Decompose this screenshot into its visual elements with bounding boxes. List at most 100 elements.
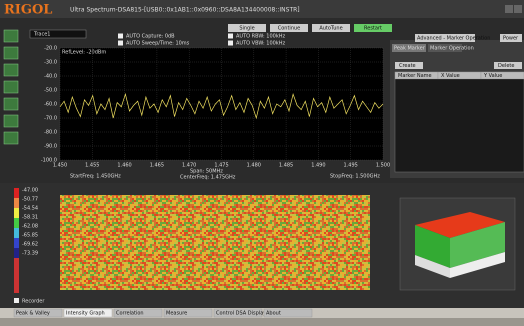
toolbar-button-label: AutoTune [319, 26, 342, 32]
column-header [480, 71, 524, 80]
x-tick-label: 1.455 [85, 163, 99, 169]
x-tick-label: 1.490 [311, 163, 325, 169]
colorbar-label: -50.77 [22, 197, 38, 203]
panel-tab-label: Marker Operation [430, 46, 474, 52]
mode-text: Trace1 [33, 32, 50, 38]
colorbar-segment [14, 198, 19, 208]
status-bar [0, 318, 524, 326]
logo: RIGOL [4, 3, 52, 18]
bottom-tab[interactable] [213, 308, 263, 318]
tool-icon[interactable] [3, 97, 19, 111]
bottom-tab[interactable] [63, 308, 113, 318]
recorder-label: Recorder [22, 299, 45, 305]
checkbox[interactable] [118, 33, 123, 39]
checkbox-label: AUTO Capture: 0dB [126, 34, 175, 40]
y-tick-label: -100.0 [41, 158, 57, 164]
power-label: Power [503, 36, 519, 42]
y-tick-label: -30.0 [44, 60, 57, 66]
checkbox[interactable] [228, 33, 233, 39]
bottom-tab[interactable] [163, 308, 213, 318]
bottom-tab[interactable] [13, 308, 63, 318]
bottom-tab[interactable] [113, 308, 163, 318]
panel-tab-label: Peak Marker [394, 46, 426, 52]
colorbar-label: -65.85 [22, 233, 38, 239]
x-tick-label: 1.485 [279, 163, 293, 169]
column-header-label: X Value [441, 73, 460, 79]
toolbar-button[interactable] [270, 24, 308, 32]
bottom-tab-label: Intensity Graph [66, 311, 105, 317]
y-tick-label: -20.0 [44, 46, 57, 52]
advanced-label: Advanced - Marker Operation [417, 36, 490, 42]
colorbar-segment [14, 188, 19, 198]
create-button[interactable] [395, 62, 423, 69]
title-bar [0, 0, 524, 18]
tool-icon[interactable] [3, 114, 19, 128]
colorbar-segment [14, 208, 19, 218]
checkbox-label: AUTO RBW: 100kHz [236, 34, 286, 40]
bottom-tab-label: Correlation [116, 311, 144, 317]
y-tick-label: -50.0 [44, 88, 57, 94]
x-tick-label: 1.500 [376, 163, 390, 169]
power-button[interactable] [500, 34, 522, 42]
tool-icon[interactable] [3, 63, 19, 77]
stop-freq: StopFreq: 1.500GHz [330, 174, 380, 180]
bottom-tab[interactable] [263, 308, 313, 318]
colorbar-label: -58.31 [22, 215, 38, 221]
panel-tab[interactable] [392, 44, 426, 52]
mode-dropdown[interactable] [29, 29, 87, 39]
start-freq: StartFreq: 1.450GHz [70, 174, 121, 180]
x-tick-label: 1.475 [214, 163, 228, 169]
column-header-label: Marker Name [398, 73, 432, 79]
x-tick-label: 1.480 [247, 163, 261, 169]
checkbox[interactable] [228, 40, 233, 46]
colorbar-segment [14, 238, 19, 248]
colorbar-label: -62.08 [22, 224, 38, 230]
tool-icon[interactable] [3, 46, 19, 60]
checkbox[interactable] [118, 40, 123, 46]
minimize-button[interactable] [505, 5, 513, 13]
checkbox-label: AUTO Sweep/Time: 10ms [126, 41, 190, 47]
advanced-dropdown[interactable] [415, 34, 475, 42]
ref-level: RefLevel: -20dBm [62, 50, 106, 56]
slider [14, 258, 19, 293]
y-tick-label: -60.0 [44, 102, 57, 108]
toolbar-button[interactable] [354, 24, 392, 32]
toolbar-button[interactable] [312, 24, 350, 32]
x-tick-label: 1.465 [150, 163, 164, 169]
colorbar-label: -69.62 [22, 242, 38, 248]
colorbar-segment [14, 248, 19, 258]
window-title: Ultra Spectrum-DSA815-[USB0::0x1AB1::0x0… [70, 7, 300, 14]
toolbar-button[interactable] [228, 24, 266, 32]
intensity-graph [60, 195, 370, 290]
colorbar-label: -73.39 [22, 251, 38, 257]
bottom-tab-label: About [266, 311, 281, 317]
checkbox-label: AUTO VBW: 100kHz [236, 41, 285, 47]
3d-view [399, 197, 516, 291]
bottom-tab-label: Measure [166, 311, 187, 317]
x-tick-label: 1.470 [182, 163, 196, 169]
close-button[interactable] [514, 5, 522, 13]
y-tick-label: -70.0 [44, 116, 57, 122]
x-tick-label: 1.450 [53, 163, 67, 169]
colorbar-segment [14, 218, 19, 228]
tool-icon[interactable] [3, 80, 19, 94]
bottom-tab-label: Control DSA Display [216, 311, 266, 317]
span: Span: 50MHz [190, 169, 223, 175]
tool-icon[interactable] [3, 131, 19, 145]
delete-button[interactable] [494, 62, 522, 69]
bottom-tab-label: Peak & Valley [16, 311, 50, 317]
marker-table [394, 71, 524, 173]
y-tick-label: -90.0 [44, 144, 57, 150]
spectrum-trace [59, 92, 384, 120]
center-freq: CenterFreq: 1.475GHz [180, 175, 236, 181]
x-tick-label: 1.460 [117, 163, 131, 169]
recorder-checkbox[interactable] [14, 298, 19, 303]
tool-icon[interactable] [3, 29, 19, 43]
toolbar-button-label: Single [239, 26, 254, 32]
colorbar-label: -54.54 [22, 206, 38, 212]
delete-label: Delete [498, 63, 514, 69]
y-tick-label: -40.0 [44, 74, 57, 80]
panel-tab[interactable] [428, 44, 462, 52]
x-tick-label: 1.495 [344, 163, 358, 169]
